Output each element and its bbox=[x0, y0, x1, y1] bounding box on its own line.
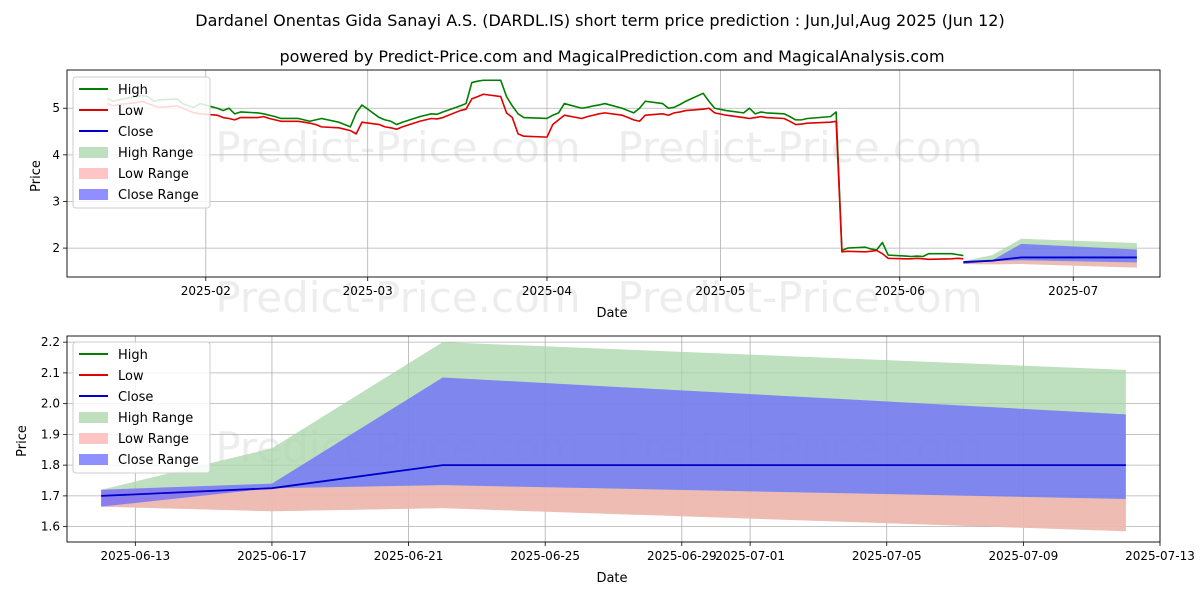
legend-label: Close bbox=[118, 125, 153, 140]
bottom-axis-labels: Date Price bbox=[15, 425, 628, 586]
y-tick-label: 2.2 bbox=[41, 335, 60, 349]
bottom-y-axis-label: Price bbox=[15, 425, 30, 457]
top-axis-labels: Date Price bbox=[29, 160, 628, 321]
x-tick-label: 2025-06-29 bbox=[647, 549, 717, 563]
y-tick-label: 2 bbox=[52, 241, 60, 255]
history-high-line bbox=[107, 79, 964, 258]
x-tick-label: 2025-06-21 bbox=[374, 549, 444, 563]
bottom-plot-frame bbox=[66, 335, 1161, 543]
chart-title: Dardanel Onentas Gida Sanayi A.S. (DARDL… bbox=[195, 11, 1004, 30]
x-tick-label: 2025-07 bbox=[1048, 284, 1098, 298]
x-tick-label: 2025-07-05 bbox=[852, 549, 922, 563]
legend-close-range-swatch bbox=[79, 454, 108, 465]
watermark: Predict-Price.com bbox=[617, 273, 982, 322]
y-tick-label: 1.9 bbox=[41, 427, 60, 441]
x-tick-label: 2025-06 bbox=[875, 284, 925, 298]
legend-label: Low Range bbox=[118, 432, 189, 447]
watermark: Predict-Price.com bbox=[215, 123, 580, 172]
legend-label: High bbox=[118, 348, 148, 363]
top-plot-frame bbox=[66, 69, 1161, 278]
legend-low-range-swatch bbox=[79, 168, 108, 179]
x-tick-label: 2025-06-13 bbox=[100, 549, 170, 563]
low-range-band bbox=[101, 485, 1126, 532]
y-tick-label: 3 bbox=[52, 194, 60, 208]
legend-label: Close Range bbox=[118, 188, 199, 203]
y-tick-label: 1.6 bbox=[41, 520, 60, 534]
x-tick-label: 2025-03 bbox=[343, 284, 393, 298]
legend-label: Low bbox=[118, 369, 144, 384]
legend-label: High Range bbox=[118, 411, 193, 426]
top-y-axis-label: Price bbox=[29, 160, 44, 192]
legend-label: Close Range bbox=[118, 453, 199, 468]
legend-high-range-swatch bbox=[79, 412, 108, 423]
y-tick-label: 2.0 bbox=[41, 397, 60, 411]
chart-subtitle: powered by Predict-Price.com and Magical… bbox=[279, 47, 944, 66]
bottom-chart: 2025-06-13 2025-06-17 2025-06-21 2025-06-25… bbox=[41, 335, 1195, 563]
bottom-x-axis-label: Date bbox=[596, 571, 627, 586]
x-tick-label: 2025-07-09 bbox=[989, 549, 1059, 563]
y-tick-label: 4 bbox=[52, 148, 60, 162]
y-tick-label: 1.7 bbox=[41, 489, 60, 503]
close-range-band bbox=[101, 377, 1126, 507]
history-low-line bbox=[107, 93, 964, 261]
watermark: Predict-Price.com bbox=[215, 273, 580, 322]
top-chart: 2025-02 2025-03 2025-04 2025-05 2025-06 2025-… bbox=[52, 69, 1161, 298]
legend-label: Close bbox=[118, 390, 153, 405]
x-tick-label: 2025-07-01 bbox=[715, 549, 785, 563]
watermark: Predict-Price.com bbox=[617, 123, 982, 172]
legend-high-range-swatch bbox=[79, 147, 108, 158]
y-tick-label: 1.8 bbox=[41, 458, 60, 472]
forecast-close-line bbox=[963, 256, 1137, 263]
legend-label: Low bbox=[118, 104, 144, 119]
x-tick-label: 2025-06-17 bbox=[237, 549, 307, 563]
y-tick-label: 2.1 bbox=[41, 366, 60, 380]
x-tick-label: 2025-05 bbox=[695, 284, 745, 298]
top-x-axis-label: Date bbox=[596, 306, 627, 321]
legend-close-range-swatch bbox=[79, 189, 108, 200]
legend-label: High Range bbox=[118, 146, 193, 161]
close-line bbox=[101, 464, 1126, 497]
legend-label: Low Range bbox=[118, 167, 189, 182]
forecast-low-range-band bbox=[963, 260, 1137, 268]
x-tick-label: 2025-02 bbox=[181, 284, 231, 298]
x-tick-label: 2025-04 bbox=[522, 284, 572, 298]
legend-label: High bbox=[118, 83, 148, 98]
y-tick-label: 5 bbox=[52, 101, 60, 115]
x-tick-label: 2025-07-13 bbox=[1125, 549, 1195, 563]
x-tick-label: 2025-06-25 bbox=[510, 549, 580, 563]
legend-low-range-swatch bbox=[79, 433, 108, 444]
